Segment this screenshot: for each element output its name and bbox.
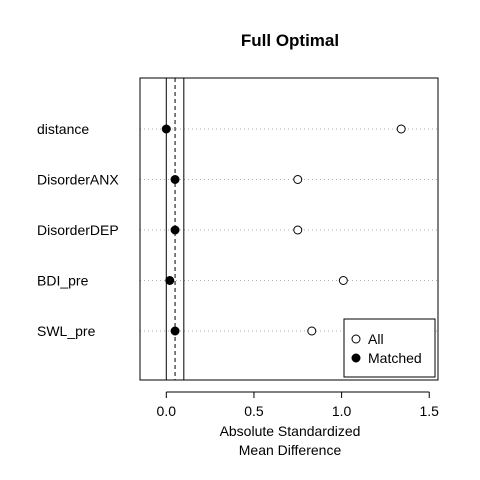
plot-frame (139, 77, 439, 381)
all-point-distance (396, 124, 406, 134)
chart-title: Full Optimal (241, 31, 339, 50)
legend-marker-all (351, 334, 361, 344)
legend-marker-matched (351, 353, 361, 363)
matched-point-disorderanx (170, 175, 180, 184)
grid-lines (140, 128, 438, 332)
category-label: DisorderANX (37, 172, 119, 188)
all-point-bdi-pre (338, 276, 348, 285)
x-tick-label: 0.0 (157, 403, 177, 419)
matched-point-disorderdep (170, 225, 180, 235)
x-tick-label: 1.0 (332, 403, 352, 419)
legend-label-all: All (368, 331, 384, 347)
legend-box (343, 318, 436, 378)
x-axis-title-line-1: Absolute Standardized (220, 423, 361, 439)
category-label: DisorderDEP (37, 222, 119, 238)
matched-point-bdi-pre (165, 276, 175, 285)
category-label: BDI_pre (37, 273, 89, 289)
data-points (161, 124, 406, 336)
x-tick-label: 0.5 (244, 403, 264, 419)
category-labels: distance DisorderANX DisorderDEP BDI_pre SWL… (37, 121, 119, 339)
all-point-swl-pre (307, 326, 317, 336)
x-axis: 0.0 0.5 1.0 1.5 (157, 391, 440, 419)
matched-point-distance (161, 124, 171, 134)
x-axis-title-line-2: Mean Difference (239, 442, 342, 458)
matched-point-swl-pre (170, 326, 180, 336)
legend: All Matched (343, 318, 436, 378)
category-label: SWL_pre (37, 323, 96, 339)
all-point-disorderdep (293, 225, 303, 235)
x-tick-label: 1.5 (420, 403, 440, 419)
all-point-disorderanx (293, 175, 303, 184)
legend-label-matched: Matched (368, 350, 422, 366)
category-label: distance (37, 121, 89, 137)
